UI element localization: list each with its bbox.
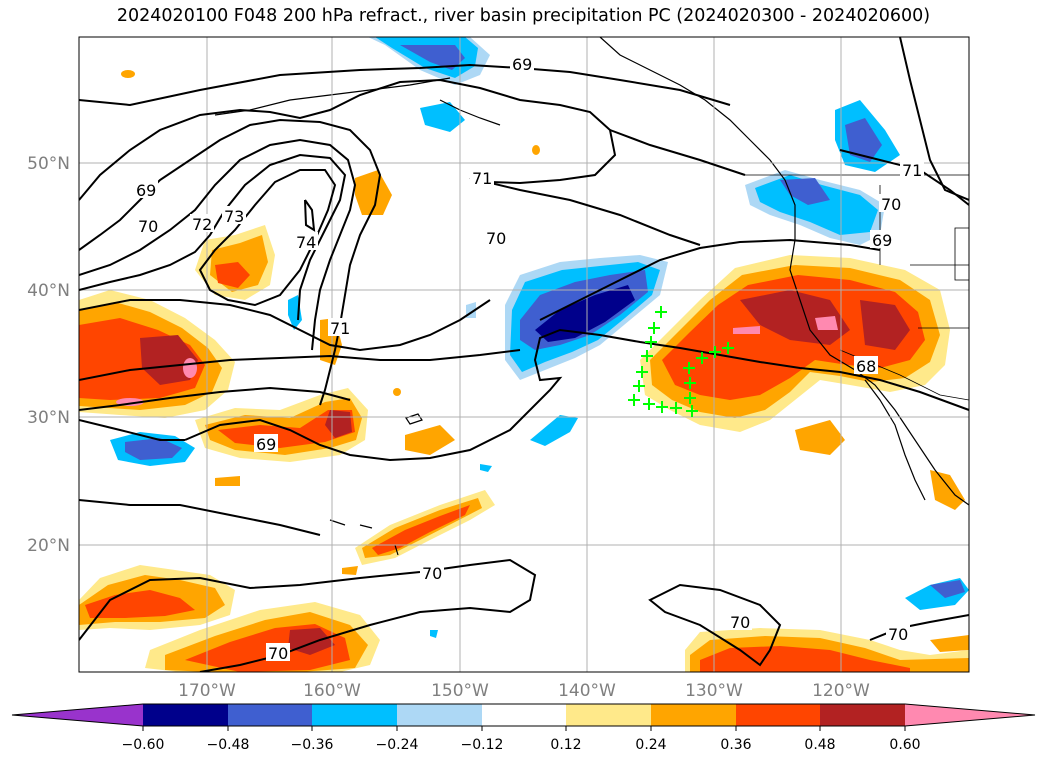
map-title: 2024020100 F048 200 hPa refract., river …: [116, 6, 931, 26]
longitude-labels: 170°W 160°W 150°W 140°W 130°W 120°W: [178, 681, 870, 701]
contour-label-70-west: 70: [138, 217, 158, 236]
colorbar-tick-neg12: −0.12: [461, 737, 504, 753]
colorbar-tick-neg48: −0.48: [207, 737, 250, 753]
contour-label-70-south: 70: [422, 564, 442, 583]
colorbar-bin-neg24: [312, 704, 397, 726]
contour-label-73: 73: [224, 207, 244, 226]
contour-label-69-north: 69: [512, 55, 532, 74]
refractivity-contours: [79, 37, 969, 672]
map-frame: [78, 36, 970, 673]
colorbar-tick-neg60: −0.60: [122, 737, 165, 753]
colorbar-tick-pos36: 0.36: [720, 737, 751, 753]
map-panel: 69 69 70 72 73 74 71 70 71 69 70 70 70: [79, 37, 969, 672]
contour-label-69-west: 69: [136, 181, 156, 200]
contour-label-72: 72: [192, 215, 212, 234]
lon-label-150w: 150°W: [431, 681, 489, 701]
lat-label-20n: 20°N: [27, 536, 70, 556]
colorbar-tick-neg36: −0.36: [291, 737, 334, 753]
contour-label-70-southwest: 70: [268, 644, 288, 663]
colorbar-tick-pos24: 0.24: [635, 737, 666, 753]
colorbar-tick-pos12: 0.12: [550, 737, 581, 753]
colorbar-bin-pos24: [651, 704, 736, 726]
contour-label-70-southeast: 70: [730, 613, 750, 632]
latitude-labels: 50°N 40°N 30°N 20°N: [27, 154, 70, 556]
lon-label-140w: 140°W: [558, 681, 616, 701]
lat-label-30n: 30°N: [27, 408, 70, 428]
contour-label-70-northeast: 70: [881, 195, 901, 214]
colorbar-bin-neg48: [143, 704, 228, 726]
contour-labels: 69 69 70 72 73 74 71 70 71 69 70 70 70: [134, 54, 924, 663]
lon-label-130w: 130°W: [685, 681, 743, 701]
colorbar-bin-zero: [482, 704, 566, 726]
gridlines: [79, 37, 969, 672]
contour-label-69-central: 69: [256, 435, 276, 454]
station-markers: [628, 306, 734, 417]
colorbar-extend-high: [905, 704, 1035, 726]
contour-label-74: 74: [296, 233, 316, 252]
colorbar-bin-pos48: [820, 704, 905, 726]
colorbar-tick-pos48: 0.48: [804, 737, 835, 753]
colorbar-bin-pos12: [566, 704, 651, 726]
contour-label-70-east: 70: [888, 625, 908, 644]
colorbar-extend-low: [12, 704, 143, 726]
lat-label-50n: 50°N: [27, 154, 70, 174]
positive-anomaly-patches: [79, 70, 969, 672]
contour-label-71-north: 71: [472, 169, 492, 188]
lat-label-40n: 40°N: [27, 281, 70, 301]
colorbar-tick-neg24: −0.24: [376, 737, 419, 753]
contour-label-68: 68: [856, 357, 876, 376]
colorbar-bin-pos36: [736, 704, 820, 726]
contour-label-71-central: 71: [330, 319, 350, 338]
colorbar-tick-pos60: 0.60: [889, 737, 920, 753]
colorbar-bin-neg12: [397, 704, 482, 726]
lon-label-160w: 160°W: [303, 681, 361, 701]
colorbar: −0.60 −0.48 −0.36 −0.24 −0.12 0.12 0.24 …: [11, 703, 1036, 753]
lon-label-170w: 170°W: [178, 681, 236, 701]
contour-label-70-central: 70: [486, 229, 506, 248]
colorbar-bin-neg36: [228, 704, 312, 726]
contour-label-69-east: 69: [872, 231, 892, 250]
lon-label-120w: 120°W: [812, 681, 870, 701]
contour-label-71-northeast: 71: [902, 161, 922, 180]
